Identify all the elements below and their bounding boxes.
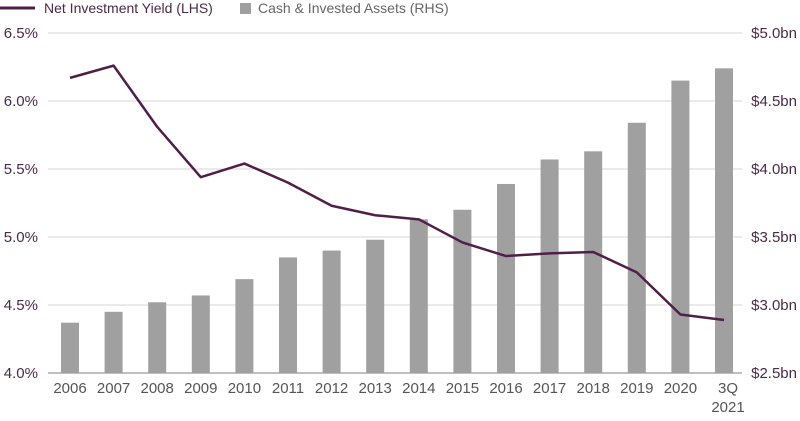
x-axis-tick-label: 2009 <box>184 380 217 397</box>
x-axis-tick-label: 2018 <box>577 380 610 397</box>
x-axis-tick-label: 2011 <box>272 380 304 397</box>
x-axis-tick-label: 2008 <box>141 380 174 397</box>
bar <box>540 159 559 373</box>
bar <box>235 279 254 373</box>
bar <box>104 311 123 373</box>
yield-line <box>69 64 725 322</box>
bar <box>715 68 733 374</box>
legend-bar-swatch <box>240 3 251 14</box>
x-axis-tick-label: 2016 <box>489 380 522 397</box>
legend-label-assets: Cash & Invested Assets (RHS) <box>258 0 449 16</box>
x-axis-tick-label: 2013 <box>359 380 392 397</box>
right-axis-tick-label: $3.0bn <box>751 297 797 314</box>
x-axis-tick-label: 2021 <box>711 399 744 416</box>
bar <box>279 257 297 373</box>
bar <box>148 302 167 373</box>
bar <box>191 295 210 373</box>
legend-label-yield: Net Investment Yield (LHS) <box>44 0 213 16</box>
x-axis-tick-label: 2012 <box>315 380 348 397</box>
bar <box>584 151 603 373</box>
right-axis-tick-label: $4.5bn <box>751 93 797 110</box>
x-axis-tick-label: 2015 <box>446 380 479 397</box>
bar <box>671 80 690 373</box>
x-axis-tick-label: 2014 <box>402 380 435 397</box>
bar <box>453 209 472 373</box>
left-axis-tick-label: 6.0% <box>4 93 38 110</box>
left-axis-tick-label: 5.5% <box>4 161 38 178</box>
left-axis-tick-label: 4.0% <box>4 365 38 382</box>
bar <box>627 122 646 373</box>
left-axis-tick-label: 6.5% <box>4 25 38 42</box>
legend: Net Investment Yield (LHS) Cash & Invest… <box>0 0 449 16</box>
x-axis-tick-label: 2007 <box>97 380 130 397</box>
x-axis-tick-label: 2006 <box>53 380 86 397</box>
right-axis-tick-label: $3.5bn <box>751 229 797 246</box>
bar <box>366 239 385 373</box>
right-axis-tick-label: $4.0bn <box>751 161 797 178</box>
x-axis-tick-label: 2017 <box>533 380 566 397</box>
bar <box>322 250 341 373</box>
bar <box>497 183 515 373</box>
left-axis-tick-label: 4.5% <box>4 297 38 314</box>
bar <box>409 219 428 373</box>
right-axis-tick-label: $2.5bn <box>751 365 797 382</box>
bar <box>61 322 79 373</box>
right-axis-tick-label: $5.0bn <box>751 25 797 42</box>
x-axis-tick-label: 3Q <box>718 380 738 397</box>
x-axis-tick-label: 2010 <box>228 380 261 397</box>
left-axis-tick-label: 5.0% <box>4 229 38 246</box>
x-axis-tick-label: 2019 <box>620 380 653 397</box>
x-axis-tick-label: 2020 <box>664 380 697 397</box>
